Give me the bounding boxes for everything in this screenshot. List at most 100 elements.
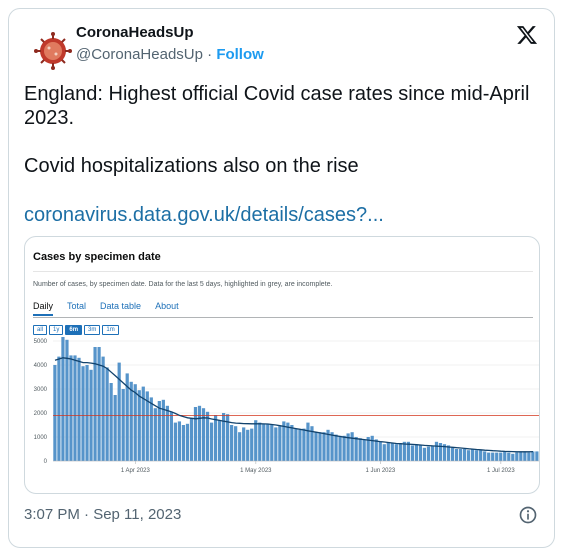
- bar: [109, 383, 113, 461]
- bar: [350, 432, 354, 461]
- link-preview-card[interactable]: Cases by specimen date Number of cases, …: [24, 236, 540, 494]
- tab-daily[interactable]: Daily: [33, 301, 54, 316]
- bar: [250, 428, 254, 461]
- bar: [346, 433, 350, 461]
- x-tick-label: 1 Jun 2023: [365, 468, 395, 474]
- bar: [358, 438, 362, 461]
- bar: [326, 429, 330, 461]
- tweet-timestamp[interactable]: 3:07 PM · Sep 11, 2023: [24, 506, 182, 523]
- author-avatar[interactable]: [33, 31, 73, 71]
- range-6m[interactable]: 6m: [65, 325, 83, 335]
- bar: [153, 408, 157, 461]
- author-name[interactable]: CoronaHeadsUp: [76, 24, 194, 41]
- bar: [282, 421, 286, 461]
- bar: [366, 437, 370, 461]
- bar: [85, 365, 89, 461]
- bar: [278, 426, 282, 461]
- bar: [342, 435, 346, 461]
- bar: [467, 450, 471, 461]
- bar: [499, 452, 503, 461]
- bar: [410, 445, 414, 461]
- bar: [483, 451, 487, 461]
- bar: [310, 426, 314, 461]
- bar: [53, 365, 57, 461]
- bar: [266, 423, 270, 461]
- bar: [535, 451, 539, 461]
- x-logo-icon[interactable]: [516, 24, 538, 46]
- bar: [157, 401, 161, 461]
- bar: [133, 384, 137, 461]
- bar: [197, 405, 202, 461]
- bar: [169, 411, 173, 461]
- tweet-link[interactable]: coronavirus.data.gov.uk/details/cases?..…: [24, 204, 384, 226]
- y-tick-label: 1000: [34, 435, 48, 441]
- y-tick-label: 2000: [34, 411, 48, 417]
- bar: [173, 422, 178, 461]
- bar: [238, 432, 242, 461]
- bar: [442, 444, 447, 461]
- bar: [234, 426, 238, 461]
- bar: [165, 405, 169, 461]
- bar: [242, 427, 246, 461]
- embed-subtitle: Number of cases, by specimen date. Data …: [33, 281, 333, 288]
- bar: [230, 425, 234, 461]
- bar: [422, 447, 427, 461]
- bar: [318, 432, 322, 461]
- bar: [402, 441, 406, 461]
- bar: [462, 449, 467, 461]
- bar: [258, 422, 262, 461]
- bar: [511, 453, 515, 461]
- bar: [386, 443, 390, 461]
- bar: [294, 428, 298, 461]
- bar: [527, 452, 531, 461]
- bar: [209, 422, 214, 461]
- bar: [519, 451, 523, 461]
- bar: [81, 366, 85, 461]
- range-selector: all 1y 6m 3m 1m: [33, 325, 119, 335]
- bar: [330, 432, 334, 461]
- tab-about[interactable]: About: [155, 301, 179, 311]
- y-tick-label: 3000: [34, 387, 48, 393]
- info-icon[interactable]: [518, 505, 538, 525]
- bar: [57, 356, 61, 461]
- bar: [302, 428, 306, 461]
- bar: [185, 423, 190, 461]
- bar: [129, 381, 133, 461]
- bar: [398, 443, 402, 461]
- bar: [515, 452, 519, 461]
- range-1y[interactable]: 1y: [49, 325, 64, 335]
- bar: [491, 452, 495, 461]
- range-all[interactable]: all: [33, 325, 48, 335]
- meta-separator: ·: [207, 46, 213, 63]
- follow-button[interactable]: Follow: [216, 46, 264, 63]
- bar: [454, 449, 459, 461]
- bar: [314, 432, 318, 461]
- range-1m[interactable]: 1m: [102, 325, 119, 335]
- bar: [334, 434, 338, 461]
- bar: [495, 452, 499, 461]
- bar: [69, 355, 73, 461]
- x-tick-label: 1 May 2023: [240, 468, 272, 474]
- bar: [246, 429, 250, 461]
- bar: [290, 425, 294, 461]
- bar: [213, 415, 218, 461]
- range-3m[interactable]: 3m: [84, 325, 101, 335]
- author-handle[interactable]: @CoronaHeadsUp: [76, 46, 203, 63]
- bar: [97, 347, 101, 461]
- bar: [362, 439, 366, 461]
- bar: [418, 445, 423, 461]
- bar: [149, 397, 153, 461]
- bar: [382, 444, 386, 461]
- bar: [141, 386, 145, 461]
- bar: [487, 452, 491, 461]
- bar: [523, 451, 527, 461]
- bar: [338, 435, 342, 461]
- x-tick-label: 1 Jul 2023: [487, 468, 515, 474]
- bar: [121, 389, 125, 461]
- bar: [117, 362, 121, 461]
- bar: [438, 443, 443, 461]
- bar: [306, 422, 310, 461]
- tab-total[interactable]: Total: [67, 301, 87, 311]
- bar: [406, 441, 410, 461]
- tab-data-table[interactable]: Data table: [100, 301, 142, 311]
